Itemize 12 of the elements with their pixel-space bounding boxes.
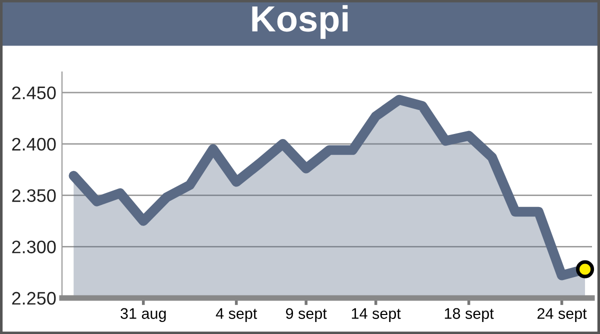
chart-title: Kospi	[252, 5, 348, 39]
x-tick-label: 24 sept	[537, 308, 587, 322]
x-tick-label: 4 sept	[216, 308, 258, 322]
x-tick-label: 9 sept	[286, 308, 327, 322]
x-tick-label: 18 sept	[444, 308, 494, 322]
y-tick-label: 2.250	[12, 292, 56, 305]
x-tick-label: 31 aug	[120, 308, 166, 322]
x-tick-label: 14 sept	[352, 308, 401, 322]
y-tick-label: 2.400	[12, 138, 56, 151]
y-tick-label: 2.450	[12, 86, 56, 100]
y-tick-label: 2.300	[12, 240, 56, 254]
y-tick-label: 2.350	[12, 189, 56, 202]
